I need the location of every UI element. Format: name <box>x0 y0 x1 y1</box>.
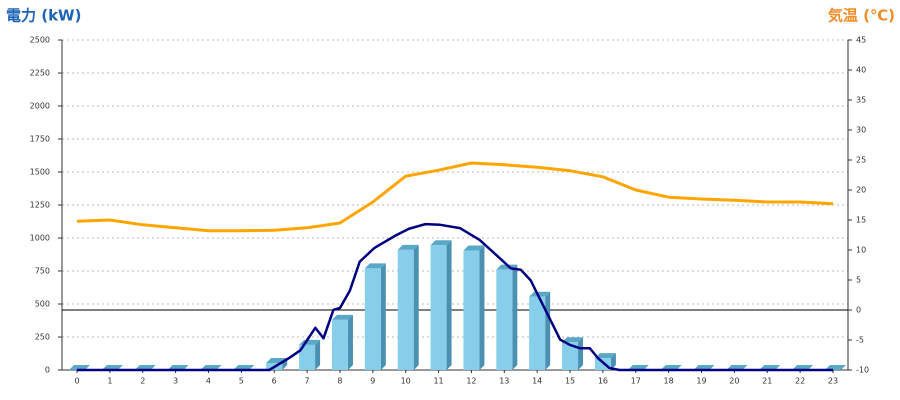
line <box>76 161 834 233</box>
y2-tick-label: 0 <box>856 306 861 315</box>
y-tick-label: 1000 <box>30 234 50 243</box>
bar-side <box>446 240 452 370</box>
bar-front <box>529 296 546 370</box>
y2-tick-label: 15 <box>856 216 866 225</box>
x-tick-label: 1 <box>107 377 112 386</box>
x-tick-label: 12 <box>466 377 476 386</box>
bar <box>331 314 353 370</box>
x-tick-label: 4 <box>206 377 211 386</box>
bar <box>299 339 321 370</box>
x-tick-label: 17 <box>631 377 641 386</box>
bar <box>364 263 386 370</box>
y2-tick-label: 40 <box>856 66 866 75</box>
bar-top <box>331 314 353 320</box>
y2-tick-label: 45 <box>856 36 866 45</box>
bar-top <box>364 263 386 269</box>
bar-top <box>562 337 584 343</box>
y-tick-label: 750 <box>35 267 50 276</box>
bar-top <box>594 353 616 359</box>
bar <box>562 337 584 370</box>
x-tick-label: 13 <box>499 377 509 386</box>
x-tick-label: 14 <box>532 377 542 386</box>
y-tick-label: 2500 <box>30 36 50 45</box>
bar <box>397 244 419 370</box>
y-axis-title: 電力 (kW) <box>6 7 81 25</box>
bar-side <box>578 337 584 370</box>
x-tick-label: 8 <box>337 377 342 386</box>
y-tick-label: 500 <box>35 300 50 309</box>
x-tick-label: 18 <box>664 377 674 386</box>
x-tick-label: 3 <box>173 377 178 386</box>
bar <box>496 264 518 370</box>
bar-side <box>610 353 616 370</box>
bar-top <box>463 245 485 251</box>
bar-side <box>545 291 551 370</box>
bar <box>594 353 616 370</box>
bar-top <box>529 291 551 297</box>
x-tick-label: 21 <box>762 377 772 386</box>
bar-front <box>331 319 348 370</box>
y2-tick-label: 10 <box>856 246 866 255</box>
bar <box>463 245 485 370</box>
x-tick-label: 5 <box>239 377 244 386</box>
bar-front <box>562 342 579 370</box>
x-tick-label: 11 <box>433 377 443 386</box>
y2-tick-label: 20 <box>856 186 866 195</box>
x-tick-label: 10 <box>401 377 411 386</box>
y-tick-label: 0 <box>45 366 50 375</box>
bar-side <box>315 339 321 370</box>
x-tick-label: 6 <box>272 377 277 386</box>
x-tick-label: 22 <box>795 377 805 386</box>
bar-side <box>413 244 419 370</box>
y-tick-label: 1500 <box>30 168 50 177</box>
bar-front <box>430 245 447 370</box>
x-tick-label: 23 <box>828 377 838 386</box>
x-tick-label: 9 <box>370 377 375 386</box>
x-tick-label: 15 <box>565 377 575 386</box>
bar-front <box>299 344 316 370</box>
y2-tick-label: -5 <box>856 336 864 345</box>
y2-axis-title: 気温 (℃) <box>828 7 895 25</box>
x-tick-label: 2 <box>140 377 145 386</box>
x-tick-label: 7 <box>305 377 310 386</box>
x-tick-label: 16 <box>598 377 608 386</box>
bar <box>430 240 452 370</box>
line <box>77 222 833 372</box>
y2-tick-label: 5 <box>856 276 861 285</box>
bar-front <box>397 249 414 370</box>
bar-front <box>594 358 611 370</box>
y-tick-label: 2000 <box>30 102 50 111</box>
bar-side <box>347 314 353 370</box>
y2-tick-label: 30 <box>856 126 866 135</box>
bar <box>529 291 551 370</box>
x-tick-label: 0 <box>74 377 79 386</box>
bar-top <box>397 244 419 250</box>
bar-top <box>430 240 452 246</box>
bar-side <box>380 263 386 370</box>
y-tick-label: 1750 <box>30 135 50 144</box>
y-tick-label: 2250 <box>30 69 50 78</box>
x-tick-label: 20 <box>729 377 739 386</box>
bar-front <box>364 268 381 370</box>
y2-tick-label: 35 <box>856 96 866 105</box>
y2-tick-label: 25 <box>856 156 866 165</box>
bar-front <box>463 250 480 370</box>
x-tick-label: 19 <box>696 377 706 386</box>
y2-tick-label: -10 <box>856 366 869 375</box>
y-tick-label: 1250 <box>30 201 50 210</box>
y-tick-label: 250 <box>35 333 50 342</box>
bar-front <box>496 269 513 370</box>
bar-side <box>479 245 485 370</box>
bar-side <box>512 264 518 370</box>
